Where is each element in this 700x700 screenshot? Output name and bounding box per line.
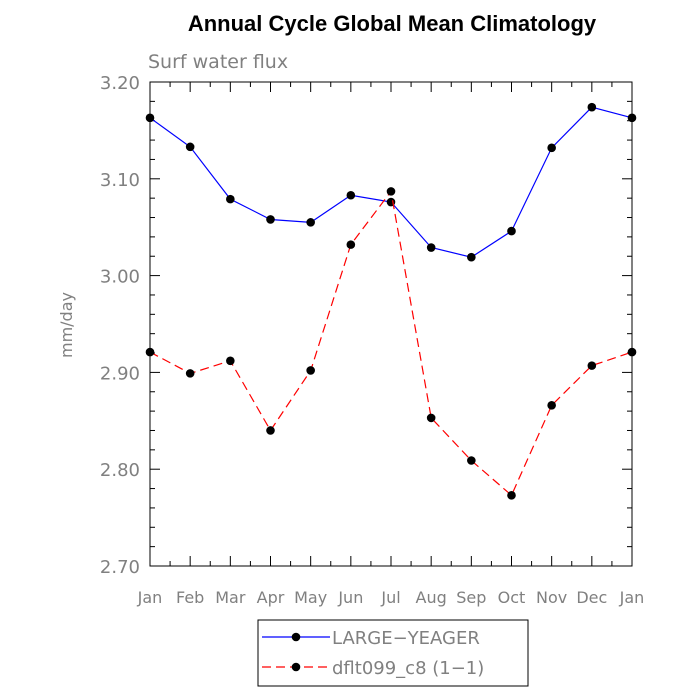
series-2-point — [587, 361, 597, 370]
legend-box — [257, 619, 529, 687]
y-axis-label: mm/day — [57, 292, 76, 358]
series-2-point — [507, 491, 516, 500]
series-1-point — [185, 142, 195, 152]
legend-marker-1 — [291, 632, 301, 642]
y-tick-label: 2.80 — [100, 460, 140, 481]
x-tick-label: Aug — [416, 588, 447, 607]
legend-label-2: dflt099_c8 (1−1) — [332, 658, 484, 679]
y-tick-label: 3.10 — [100, 170, 140, 191]
legend: LARGE−YEAGER dflt099_c8 (1−1) — [257, 619, 529, 687]
series-2-point — [266, 426, 275, 435]
x-tick-label: Jan — [619, 588, 645, 607]
series-1-point — [346, 190, 356, 200]
plot-area: 2.70 2.80 2.90 3.00 3.10 3.20 Jan Feb Mar Apr May J… — [100, 73, 644, 607]
y-tick-label: 2.90 — [100, 363, 140, 384]
series-2-point — [185, 369, 195, 378]
series-1-point — [627, 113, 637, 123]
series-2-point — [226, 356, 235, 366]
x-tick-label: Mar — [215, 588, 246, 607]
series-1-point — [467, 252, 476, 262]
x-tick-label: Apr — [257, 588, 285, 607]
series-line-1 — [149, 106, 633, 258]
chart-title: Annual Cycle Global Mean Climatology — [188, 11, 597, 36]
x-tick-label: Jun — [337, 588, 363, 607]
y-tick-label: 2.70 — [100, 557, 140, 578]
y-tick-label: 3.00 — [100, 267, 140, 288]
legend-marker-2 — [291, 662, 301, 672]
x-tick-label: Feb — [176, 588, 204, 607]
series-1-point — [587, 102, 597, 112]
series-1-point — [145, 113, 155, 123]
legend-label-1: LARGE−YEAGER — [332, 628, 480, 649]
series-1-point — [426, 243, 436, 252]
x-tick-label: Dec — [576, 588, 607, 607]
series-2-point — [627, 347, 637, 357]
x-tick-label: Oct — [498, 588, 526, 607]
x-tick-label: Sep — [456, 588, 486, 607]
series-2-point — [145, 347, 155, 357]
x-tick-label: May — [294, 588, 327, 607]
series-2-point — [426, 413, 436, 423]
series-line-2 — [149, 189, 633, 497]
series-1-point — [306, 218, 315, 227]
series-1-point — [507, 226, 516, 236]
series-2-point — [306, 366, 315, 375]
series-1-point — [226, 194, 235, 204]
chart-subtitle: Surf water flux — [148, 51, 288, 73]
y-tick-label: 3.20 — [100, 73, 140, 94]
series-2-point — [467, 456, 476, 465]
x-tick-label: Jan — [137, 588, 163, 607]
series-2-point — [547, 401, 556, 410]
series-1-point — [547, 143, 556, 153]
series-2-point — [386, 187, 396, 196]
plot-frame — [149, 81, 633, 567]
series-2-point — [346, 240, 356, 249]
series-1-point — [266, 215, 275, 224]
x-tick-label: Nov — [536, 588, 567, 607]
x-tick-label: Jul — [380, 588, 400, 607]
